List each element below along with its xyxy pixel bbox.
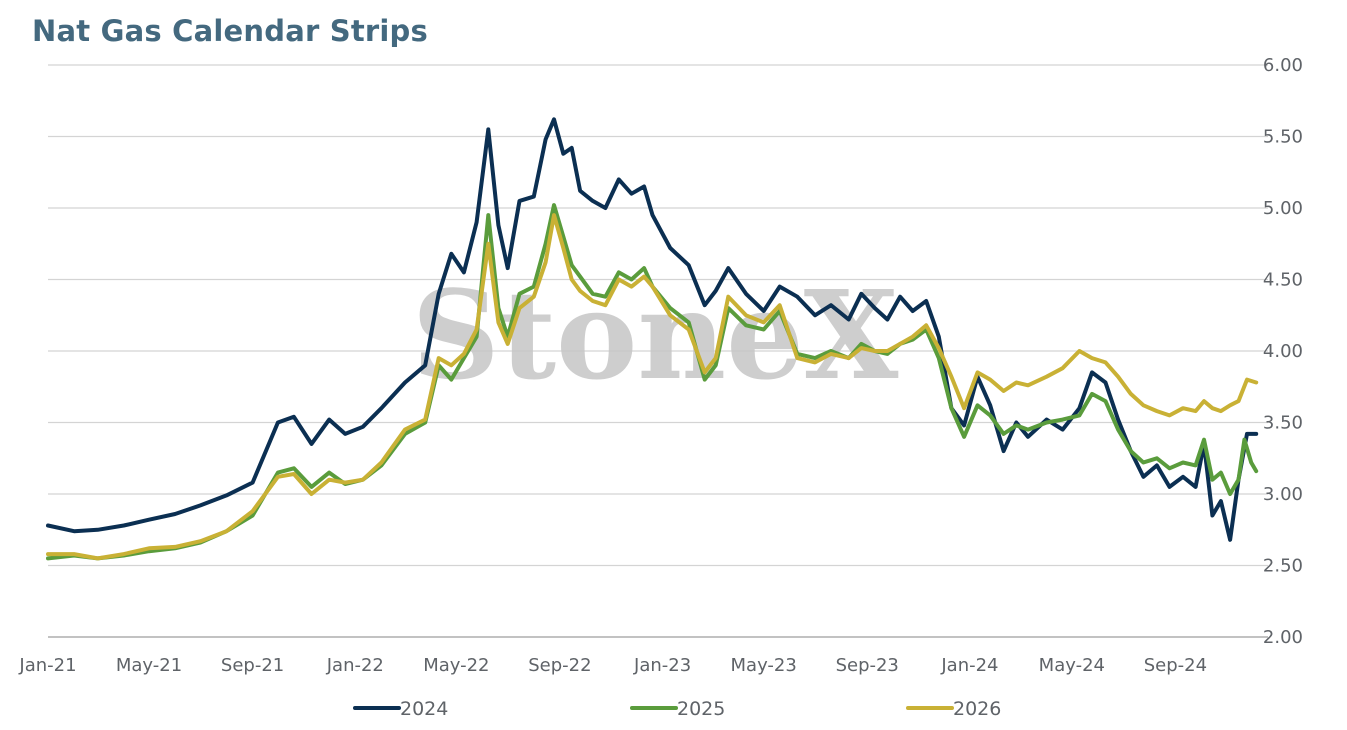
x-tick-label: May-24 — [1039, 655, 1105, 676]
x-tick-label: Jan-21 — [18, 655, 76, 676]
y-tick-label: 3.50 — [1263, 413, 1303, 434]
legend-label-2024: 2024 — [400, 698, 448, 720]
x-tick-label: May-22 — [423, 655, 489, 676]
x-tick-label: Sep-21 — [221, 655, 284, 676]
y-axis-labels: 2.00 2.50 3.00 3.50 4.00 4.50 5.00 5.50 6.00 — [1263, 55, 1303, 648]
x-tick-label: May-23 — [731, 655, 797, 676]
x-tick-label: Jan-24 — [940, 655, 998, 676]
legend: 2024 2025 2026 — [353, 698, 1001, 720]
legend-label-2026: 2026 — [953, 698, 1001, 720]
y-tick-label: 5.00 — [1263, 198, 1303, 219]
series-line-2026 — [46, 213, 1259, 561]
x-tick-label: Jan-22 — [326, 655, 384, 676]
series-lines — [46, 117, 1259, 561]
x-tick-label: May-21 — [116, 655, 182, 676]
y-tick-label: 6.00 — [1263, 55, 1303, 76]
y-tick-label: 5.50 — [1263, 127, 1303, 148]
legend-label-2025: 2025 — [677, 698, 725, 720]
x-axis-labels: Jan-21 May-21 Sep-21 Jan-22 May-22 Sep-22 Jan-… — [18, 655, 1207, 676]
y-tick-label: 4.00 — [1263, 341, 1303, 362]
x-tick-label: Sep-23 — [836, 655, 899, 676]
y-tick-label: 2.00 — [1263, 627, 1303, 648]
y-tick-label: 4.50 — [1263, 270, 1303, 291]
chart-title: Nat Gas Calendar Strips — [32, 14, 428, 48]
x-tick-label: Sep-24 — [1144, 655, 1207, 676]
series-line-2024 — [46, 117, 1259, 542]
gridlines — [48, 64, 1268, 638]
x-tick-label: Jan-23 — [633, 655, 691, 676]
x-tick-label: Sep-22 — [528, 655, 591, 676]
y-tick-label: 2.50 — [1263, 556, 1303, 577]
y-tick-label: 3.00 — [1263, 484, 1303, 505]
